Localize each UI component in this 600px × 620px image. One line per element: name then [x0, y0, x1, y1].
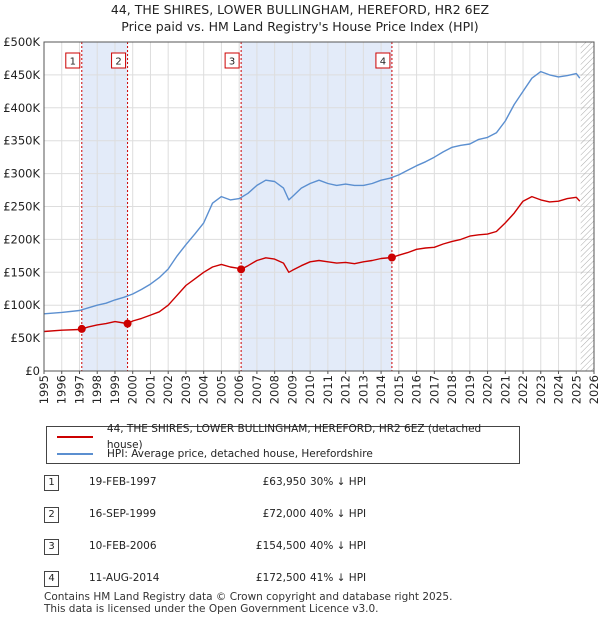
y-tick-label: £500K — [3, 35, 40, 49]
sale-hpi-diff: 41% ↓ HPI — [310, 572, 367, 584]
sale-date: 10-FEB-2006 — [89, 540, 157, 552]
sale-number: 2 — [44, 507, 59, 523]
sale-box-1 — [65, 52, 81, 69]
sale-hpi-diff: 40% ↓ HPI — [310, 508, 367, 520]
x-tick-label: 1997 — [72, 375, 86, 404]
x-tick-label: 1999 — [108, 375, 122, 404]
x-tick-label: 2023 — [534, 375, 548, 404]
table-row: 2 16-SEP-1999 £72,000 40% ↓ HPI — [44, 505, 404, 525]
sale-box-label-2: 2 — [115, 57, 121, 68]
sale-price: £154,500 — [255, 540, 306, 552]
sale-box-2 — [111, 52, 127, 69]
sale-price: £72,000 — [262, 508, 306, 520]
y-tick-label: £350K — [3, 134, 40, 148]
x-tick-label: 2013 — [356, 375, 370, 404]
x-tick-label: 2000 — [126, 375, 140, 404]
legend-item-hpi: HPI: Average price, detached house, Here… — [57, 446, 373, 462]
x-tick-label: 2010 — [303, 375, 317, 404]
x-tick-label: 2009 — [285, 375, 299, 404]
y-tick-label: £400K — [3, 101, 40, 115]
legend-line-hpi — [57, 453, 93, 455]
sale-box-label-4: 4 — [380, 57, 386, 68]
property-price-line — [43, 195, 581, 333]
legend-label-hpi: HPI: Average price, detached house, Here… — [107, 448, 373, 460]
sale-date: 19-FEB-1997 — [89, 476, 157, 488]
chart-subtitle: Price paid vs. HM Land Registry's House … — [121, 19, 479, 34]
x-tick-label: 2016 — [410, 375, 424, 404]
x-tick-label: 2021 — [498, 375, 512, 404]
x-tick-label: 2019 — [463, 375, 477, 404]
y-tick-label: £200K — [3, 232, 40, 246]
x-tick-label: 2011 — [321, 375, 335, 404]
sale-box-label-3: 3 — [229, 57, 235, 68]
x-tick-label: 2018 — [445, 375, 459, 404]
x-tick-label: 2014 — [374, 375, 388, 404]
footer-copyright: Contains HM Land Registry data © Crown c… — [44, 591, 453, 603]
chart-title: 44, THE SHIRES, LOWER BULLINGHAM, HEREFO… — [110, 2, 490, 17]
x-tick-label: 1998 — [90, 375, 104, 404]
x-tick-label: 2012 — [339, 375, 353, 404]
sale-hpi-diff: 40% ↓ HPI — [310, 540, 367, 552]
x-tick-label: 2015 — [392, 375, 406, 404]
y-tick-label: £150K — [3, 265, 40, 279]
footer-licence: This data is licensed under the Open Gov… — [44, 603, 379, 615]
sale-box-label-1: 1 — [70, 57, 76, 68]
x-tick-label: 2025 — [569, 375, 583, 404]
sale-hpi-diff: 30% ↓ HPI — [310, 476, 367, 488]
x-tick-label: 2003 — [179, 375, 193, 404]
x-tick-label: 2020 — [481, 375, 495, 404]
sale-point-3 — [237, 265, 246, 274]
forecast-hatch — [580, 42, 594, 371]
x-tick-label: 2017 — [427, 375, 441, 404]
sale-box-3 — [224, 52, 240, 69]
sale-point-1 — [77, 324, 86, 333]
x-tick-label: 2001 — [143, 375, 157, 404]
legend-item-property: 44, THE SHIRES, LOWER BULLINGHAM, HEREFO… — [57, 423, 519, 451]
y-tick-label: £450K — [3, 68, 40, 82]
x-tick-label: 2022 — [516, 375, 530, 404]
hpi-line — [43, 70, 581, 315]
x-tick-label: 2008 — [268, 375, 282, 404]
x-tick-label: 2026 — [587, 375, 600, 404]
x-tick-label: 1996 — [55, 375, 69, 404]
y-tick-label: £300K — [3, 167, 40, 181]
sale-number: 1 — [44, 475, 59, 491]
table-row: 3 10-FEB-2006 £154,500 40% ↓ HPI — [44, 537, 404, 557]
table-row: 1 19-FEB-1997 £63,950 30% ↓ HPI — [44, 473, 404, 493]
sale-date: 11-AUG-2014 — [89, 572, 160, 584]
x-tick-label: 2002 — [161, 375, 175, 404]
legend-label-property: 44, THE SHIRES, LOWER BULLINGHAM, HEREFO… — [106, 423, 482, 451]
sale-point-2 — [123, 319, 132, 328]
price-chart: 1 2 3 4 £0 £50K £100K £150K £200K £250K £300K £350… — [3, 35, 600, 404]
y-tick-label: £250K — [3, 200, 40, 214]
chart-legend: 44, THE SHIRES, LOWER BULLINGHAM, HEREFO… — [46, 423, 520, 464]
plot-frame — [43, 41, 595, 372]
sale-price: £172,500 — [255, 572, 306, 584]
y-tick-label: £50K — [11, 331, 41, 345]
sale-number: 3 — [44, 539, 59, 555]
sale-point-4 — [387, 253, 396, 262]
legend-line-property — [57, 436, 93, 438]
x-tick-label: 2004 — [197, 375, 211, 404]
x-tick-label: 2024 — [552, 375, 566, 404]
y-tick-label: £0 — [25, 364, 40, 378]
x-tick-label: 1995 — [37, 375, 51, 404]
sale-box-4 — [375, 52, 391, 69]
sale-price: £63,950 — [262, 476, 306, 488]
sale-number: 4 — [44, 571, 59, 587]
x-tick-label: 2005 — [214, 375, 228, 404]
x-tick-label: 2006 — [232, 375, 246, 404]
sale-date: 16-SEP-1999 — [89, 508, 157, 520]
x-tick-label: 2007 — [250, 375, 264, 404]
footer: Contains HM Land Registry data © Crown c… — [44, 591, 452, 615]
y-tick-label: £100K — [3, 298, 40, 312]
table-row: 4 11-AUG-2014 £172,500 41% ↓ HPI — [44, 569, 404, 589]
